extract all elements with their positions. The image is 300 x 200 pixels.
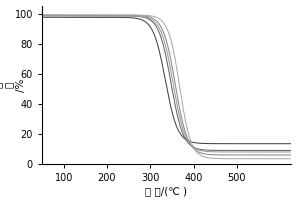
Y-axis label: 质
量
/%: 质 量 /% [0,78,26,92]
X-axis label: 温 度/(℃ ): 温 度/(℃ ) [146,186,188,196]
